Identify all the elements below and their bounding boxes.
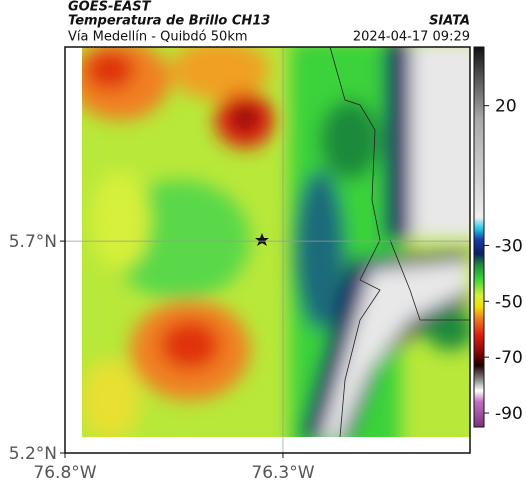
colorbar-tick-label: -70 (495, 348, 523, 368)
satellite-image (82, 47, 470, 437)
lon-tick-label: 76.3°W (251, 463, 314, 483)
colorbar-tick-label: -50 (495, 292, 523, 312)
agency: SIATA (429, 14, 470, 29)
source: GOES-EAST (68, 0, 152, 15)
lat-tick-label: 5.2°N (9, 444, 57, 464)
lat-tick-label: 5.7°N (9, 232, 57, 252)
colorbar (473, 46, 485, 428)
lon-tick-label: 76.8°W (33, 463, 96, 483)
colorbar-tick-label: -90 (495, 404, 523, 424)
timestamp: 2024-04-17 09:29 (353, 30, 470, 45)
region: Vía Medellín - Quibdó 50km (68, 30, 248, 45)
station-marker (255, 233, 269, 246)
colorbar-tick-label: -30 (495, 236, 523, 256)
map-frame (64, 46, 471, 454)
colorbar-tick-label: 20 (495, 97, 517, 117)
product: Temperatura de Brillo CH13 (68, 14, 270, 29)
